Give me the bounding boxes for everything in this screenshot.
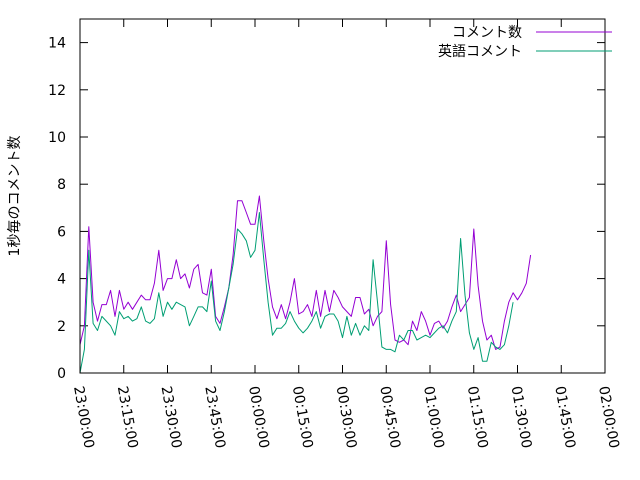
series-line-0 [79,195,532,350]
x-tick-label: 01:45:00 [551,385,578,450]
x-tick-label: 00:15:00 [289,385,316,450]
x-tick-label: 00:45:00 [376,385,403,450]
x-tick-label: 01:15:00 [464,385,491,450]
x-tick-label: 00:30:00 [333,385,360,450]
y-tick-label: 6 [57,224,66,240]
y-tick-label: 0 [57,366,66,382]
y-tick-label: 2 [57,319,66,335]
x-tick-label: 02:00:00 [595,385,622,450]
y-tick-label: 14 [48,36,66,52]
x-tick-label: 23:00:00 [70,385,97,450]
y-axis-ticks: 0 2 4 6 8 10 12 14 [48,36,605,382]
plot-frame [79,18,606,374]
x-axis-ticks: 23:00:00 23:15:00 23:30:00 23:45:00 00:00:00… [70,19,622,450]
y-tick-label: 8 [57,177,66,193]
y-tick-label: 12 [48,83,66,99]
legend-label: 英語コメント [438,43,522,60]
x-tick-label: 01:00:00 [420,385,447,450]
x-tick-label: 23:45:00 [201,385,228,450]
y-axis-label: 1秒毎のコメント数 [7,136,23,257]
legend-label: コメント数 [452,25,522,41]
x-tick-label: 01:30:00 [508,385,535,450]
series-lines [79,195,532,374]
y-tick-label: 10 [48,130,66,146]
x-tick-label: 23:15:00 [114,385,141,450]
series-line-1 [79,212,514,374]
x-tick-label: 00:00:00 [245,385,272,450]
y-tick-label: 4 [57,272,66,288]
x-tick-label: 23:30:00 [158,385,185,450]
